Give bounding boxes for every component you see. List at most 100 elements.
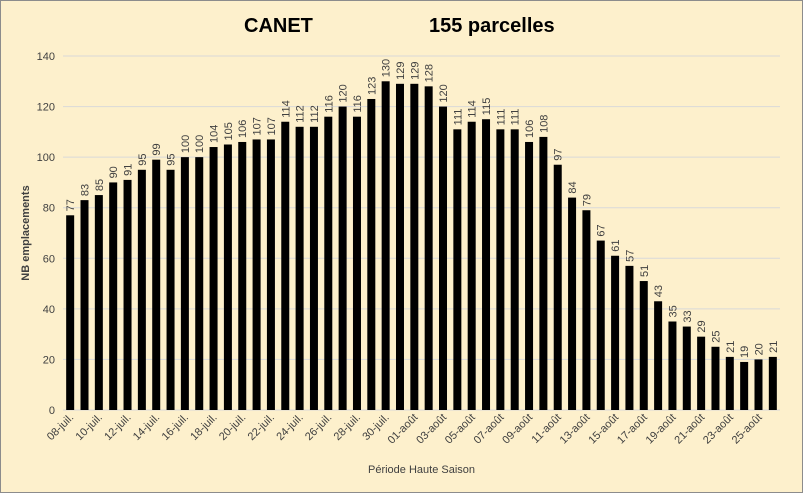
- data-label: 100: [180, 135, 192, 153]
- x-tick-label: 22-juil.: [246, 412, 277, 443]
- data-label: 84: [567, 181, 579, 193]
- data-label: 106: [237, 120, 249, 138]
- x-tick-label: 11-août: [530, 412, 564, 446]
- x-tick-label: 16-juil.: [160, 412, 191, 443]
- data-label: 129: [409, 61, 421, 79]
- bar: [682, 326, 691, 410]
- bar: [338, 106, 347, 411]
- bar: [582, 210, 591, 410]
- bar: [195, 157, 204, 410]
- data-label: 120: [338, 84, 350, 102]
- x-tick-label: 13-août: [558, 412, 593, 447]
- x-tick-label: 09-août: [500, 412, 535, 447]
- data-label: 130: [381, 59, 393, 77]
- data-label: 91: [123, 164, 135, 176]
- bar: [166, 169, 175, 410]
- data-label: 107: [252, 117, 264, 135]
- x-tick-label: 14-juil.: [131, 412, 162, 443]
- bar: [395, 83, 404, 411]
- data-label: 21: [768, 341, 780, 353]
- y-tick-label: 120: [37, 102, 55, 114]
- data-label: 29: [696, 320, 708, 332]
- data-label: 35: [667, 305, 679, 317]
- bar: [180, 157, 189, 410]
- data-label: 95: [166, 154, 178, 166]
- data-label: 111: [495, 109, 507, 126]
- bar: [467, 121, 476, 410]
- data-label: 129: [395, 61, 407, 79]
- data-label: 77: [65, 199, 77, 211]
- bar: [639, 281, 648, 410]
- bars: [66, 81, 777, 411]
- bar: [654, 301, 663, 410]
- bar: [223, 144, 232, 410]
- data-label: 105: [223, 122, 235, 140]
- bar: [238, 141, 247, 410]
- bar: [453, 129, 462, 411]
- bar: [596, 240, 605, 410]
- data-label: 90: [108, 166, 120, 178]
- x-tick-label: 23-août: [701, 412, 736, 447]
- data-label: 123: [366, 77, 378, 95]
- x-tick-label: 07-août: [472, 412, 507, 447]
- data-label: 100: [194, 135, 206, 153]
- bar: [768, 356, 777, 410]
- bar: [725, 356, 734, 410]
- data-label: 67: [596, 224, 608, 236]
- x-tick-label: 03-août: [414, 412, 449, 447]
- bar: [482, 119, 491, 410]
- bar: [539, 136, 548, 410]
- bar: [525, 141, 534, 410]
- data-label: 112: [309, 105, 321, 123]
- data-label: 106: [524, 120, 536, 138]
- y-tick-label: 0: [49, 405, 55, 417]
- x-tick-label: 12-juil.: [102, 412, 133, 443]
- bar: [109, 182, 118, 410]
- data-label: 20: [753, 343, 765, 355]
- x-tick-label: 18-juil.: [188, 412, 219, 443]
- bar: [381, 81, 390, 411]
- data-label: 108: [538, 115, 550, 133]
- bar: [367, 98, 376, 410]
- data-label: 95: [137, 154, 149, 166]
- bar: [137, 169, 146, 410]
- data-label: 114: [467, 100, 479, 118]
- chart-title-capacity: 155 parcelles: [429, 15, 555, 37]
- bar: [80, 200, 89, 410]
- y-tick-label: 40: [43, 304, 55, 316]
- data-label: 116: [323, 95, 335, 113]
- bar: [740, 361, 749, 410]
- bar: [553, 164, 562, 410]
- data-label: 120: [438, 84, 450, 102]
- data-label: 116: [352, 95, 364, 113]
- data-label: 79: [581, 194, 593, 206]
- data-label: 97: [553, 148, 565, 160]
- data-label: 43: [653, 285, 665, 297]
- data-label: 19: [739, 346, 751, 358]
- x-tick-label: 19-août: [644, 412, 679, 447]
- x-tick-label: 25-août: [730, 412, 765, 447]
- bar: [697, 336, 706, 410]
- x-tick-label: 05-août: [443, 412, 478, 447]
- bar: [611, 255, 620, 410]
- bar: [424, 86, 433, 410]
- bar: [94, 195, 103, 410]
- bar: [352, 116, 361, 410]
- data-label: 21: [725, 341, 737, 353]
- data-label: 128: [424, 64, 436, 82]
- x-tick-label: 24-juil.: [274, 412, 305, 443]
- y-axis-ticks: 0 20 40 60 80 100 120 140: [37, 51, 55, 417]
- bar: [281, 121, 290, 410]
- bar: [711, 346, 720, 410]
- bar: [754, 359, 763, 410]
- bar: [510, 129, 519, 411]
- data-label: 25: [710, 331, 722, 343]
- bar: [324, 116, 333, 410]
- x-tick-label: 15-août: [586, 412, 621, 447]
- x-tick-label: 10-juil.: [74, 412, 105, 443]
- y-tick-label: 20: [43, 354, 55, 366]
- x-axis-title: Période Haute Saison: [368, 464, 475, 476]
